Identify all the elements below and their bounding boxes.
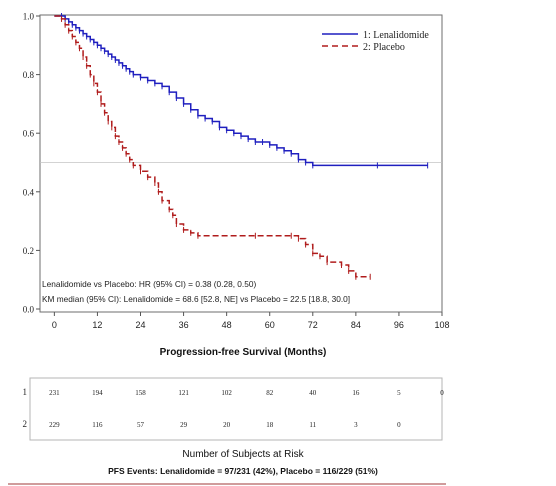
y-tick-label: 0.2 bbox=[23, 246, 34, 256]
x-tick-label: 84 bbox=[351, 320, 361, 330]
x-axis: 0 12 24 36 48 60 72 84 96 108 bbox=[52, 312, 450, 330]
y-tick-label: 0.4 bbox=[23, 187, 35, 197]
legend: 1: Lenalidomide 2: Placebo bbox=[322, 30, 429, 53]
x-tick-label: 12 bbox=[92, 320, 102, 330]
risk-cell: 5 bbox=[397, 389, 401, 397]
risk-cell: 194 bbox=[92, 389, 103, 397]
y-axis: 0.0 0.2 0.4 0.6 0.8 1.0 bbox=[23, 12, 40, 315]
risk-cell: 3 bbox=[354, 421, 358, 429]
x-tick-label: 24 bbox=[135, 320, 145, 330]
x-tick-label: 96 bbox=[394, 320, 404, 330]
y-tick-label: 0.0 bbox=[23, 305, 35, 315]
hr-annotation: Lenalidomide vs Placebo: HR (95% CI) = 0… bbox=[42, 279, 256, 289]
x-tick-label: 48 bbox=[222, 320, 232, 330]
plot-frame bbox=[39, 14, 443, 313]
pfs-events-footer: PFS Events: Lenalidomide = 97/231 (42%),… bbox=[108, 466, 378, 476]
risk-cell: 18 bbox=[266, 421, 274, 429]
km-median-annotation: KM median (95% CI): Lenalidomide = 68.6 … bbox=[42, 294, 350, 304]
risk-table-title: Number of Subjects at Risk bbox=[182, 449, 304, 460]
x-axis-title: Progression-free Survival (Months) bbox=[160, 347, 327, 358]
y-tick-label: 0.6 bbox=[23, 129, 35, 139]
risk-cell: 231 bbox=[49, 389, 60, 397]
risk-table-frame bbox=[29, 377, 443, 441]
series-group bbox=[54, 13, 429, 280]
risk-cell: 57 bbox=[137, 421, 145, 429]
risk-cell: 82 bbox=[266, 389, 274, 397]
survival-curve-2 bbox=[54, 15, 371, 278]
risk-cell: 0 bbox=[440, 389, 444, 397]
risk-cell: 116 bbox=[92, 421, 103, 429]
risk-cell: 11 bbox=[309, 421, 316, 429]
risk-cell: 29 bbox=[180, 421, 188, 429]
x-tick-label: 0 bbox=[52, 320, 57, 330]
y-tick-label: 0.8 bbox=[23, 70, 35, 80]
x-tick-label: 60 bbox=[265, 320, 275, 330]
risk-table-rows: 1 231 194 158 121 102 82 40 16 5 0 2 229 116 57 29 20 18 1… bbox=[23, 387, 445, 429]
risk-cell: 0 bbox=[397, 421, 401, 429]
risk-cell: 121 bbox=[178, 389, 189, 397]
risk-cell: 229 bbox=[49, 421, 60, 429]
risk-cell: 40 bbox=[309, 389, 317, 397]
x-tick-label: 36 bbox=[179, 320, 189, 330]
legend-label-lenalidomide: 1: Lenalidomide bbox=[363, 30, 429, 41]
x-tick-label: 72 bbox=[308, 320, 318, 330]
y-tick-label: 1.0 bbox=[23, 12, 35, 22]
risk-cell: 20 bbox=[223, 421, 231, 429]
risk-row-label: 2 bbox=[23, 419, 28, 429]
risk-row-label: 1 bbox=[23, 387, 28, 397]
risk-cell: 16 bbox=[352, 389, 360, 397]
risk-cell: 158 bbox=[135, 389, 146, 397]
risk-table: 1 231 194 158 121 102 82 40 16 5 0 2 229 116 57 29 20 18 1… bbox=[23, 377, 445, 441]
legend-label-placebo: 2: Placebo bbox=[363, 42, 405, 53]
x-tick-label: 108 bbox=[434, 320, 449, 330]
risk-cell: 102 bbox=[221, 389, 232, 397]
